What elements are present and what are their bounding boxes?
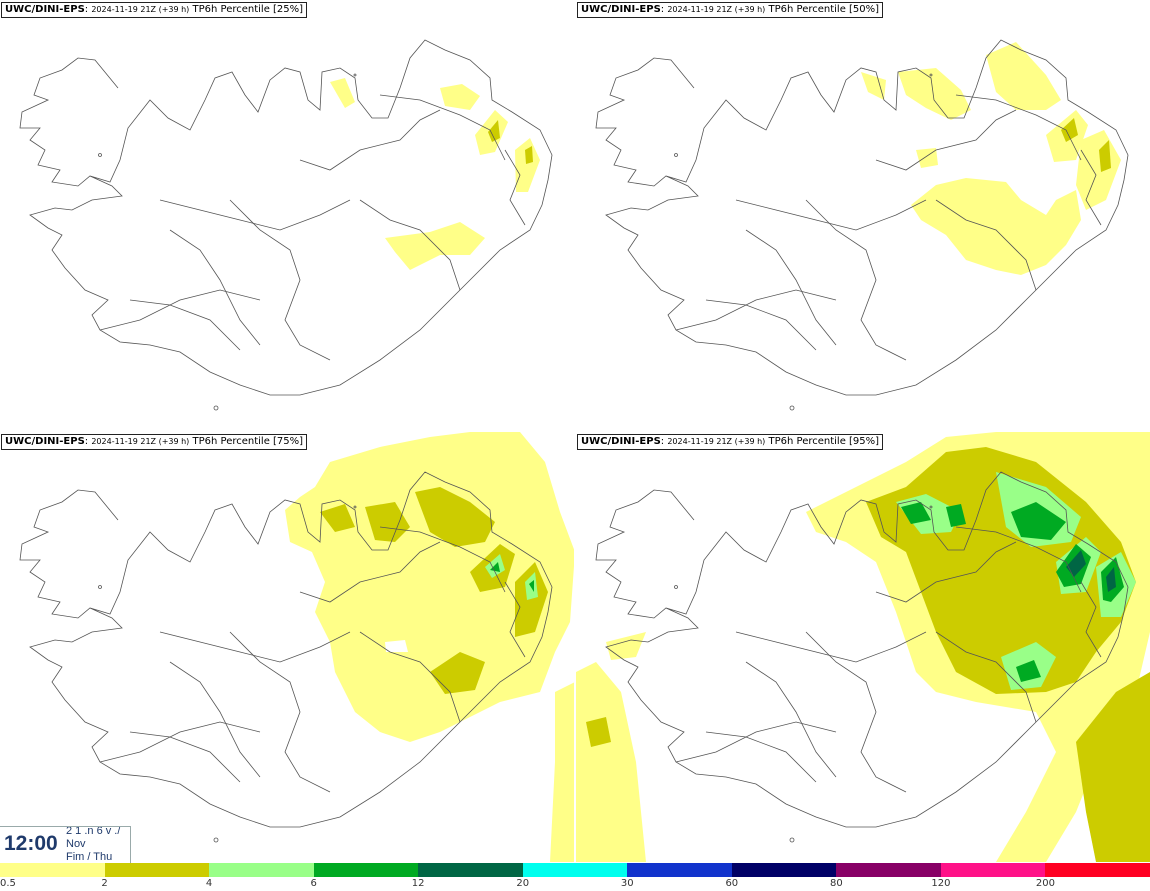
legend-swatch xyxy=(104,863,211,877)
panel-date: 2024-11-19 21Z (+39 h) xyxy=(91,437,190,446)
legend-tick-label: 12 xyxy=(411,878,425,889)
precip-field xyxy=(861,42,1121,275)
precip-area xyxy=(525,146,533,164)
precip-area xyxy=(606,632,646,660)
legend-tick-label: 4 xyxy=(205,878,213,889)
precip-area xyxy=(586,717,611,747)
legend-tick-label: 120 xyxy=(931,878,951,889)
legend-tick-label: 200 xyxy=(1035,878,1055,889)
precip-map xyxy=(576,432,1150,862)
precip-area xyxy=(488,120,500,142)
panel-date: 2024-11-19 21Z (+39 h) xyxy=(667,437,766,446)
precip-map xyxy=(595,39,1129,411)
precip-area xyxy=(529,580,534,592)
precip-area xyxy=(515,562,548,637)
color-legend: 0.5 2 4 6 12 20 30 60 80 120 200 xyxy=(0,863,1150,891)
precip-area xyxy=(986,42,1061,110)
precip-area xyxy=(861,72,886,100)
valid-time-day: Fim / Thu xyxy=(66,851,113,863)
legend-tick-label: 6 xyxy=(310,878,317,889)
precip-area xyxy=(490,562,500,572)
panel-product: TP6h Percentile [50%] xyxy=(768,4,880,15)
valid-time-month: Nov xyxy=(66,838,86,850)
precip-area xyxy=(1076,672,1150,862)
precip-area xyxy=(1106,567,1116,592)
precip-area xyxy=(365,502,410,542)
legend-swatch xyxy=(0,863,106,877)
precip-area xyxy=(896,494,961,534)
map-panel-p75: UWC/DINI-EPS: 2024-11-19 21Z (+39 h) TP6… xyxy=(0,432,574,862)
panel-date: 2024-11-19 21Z (+39 h) xyxy=(667,5,766,14)
panel-title: UWC/DINI-EPS: 2024-11-19 21Z (+39 h) TP6… xyxy=(1,2,308,18)
panel-product: TP6h Percentile [25%] xyxy=(192,4,304,15)
precip-field xyxy=(576,432,1150,862)
legend-swatch xyxy=(940,863,1047,877)
panel-source: UWC/DINI-EPS xyxy=(581,4,661,15)
precip-map xyxy=(19,432,574,862)
legend-tick-label: 30 xyxy=(620,878,634,889)
legend-swatch xyxy=(313,863,420,877)
precip-map xyxy=(19,39,553,411)
precip-area xyxy=(320,504,355,532)
valid-time-date-fragment: 2 1 .n 6 v ./ xyxy=(66,826,121,837)
precip-area xyxy=(1011,502,1066,540)
precip-area xyxy=(1076,130,1121,210)
precip-area xyxy=(1066,550,1086,577)
panel-source: UWC/DINI-EPS xyxy=(581,436,661,447)
legend-tick-label: 60 xyxy=(725,878,739,889)
legend-tick-label: 80 xyxy=(829,878,843,889)
legend-swatch xyxy=(209,863,315,877)
precip-area xyxy=(285,432,574,742)
legend-swatch xyxy=(627,863,733,877)
valid-time-box: 12:00 2 1 .n 6 v ./ Nov Fim / Thu xyxy=(0,826,131,863)
precip-area xyxy=(1016,660,1041,682)
map-panel-p50: UWC/DINI-EPS: 2024-11-19 21Z (+39 h) TP6… xyxy=(576,0,1150,430)
precip-area xyxy=(550,682,574,862)
precip-area xyxy=(1061,118,1078,142)
precip-area xyxy=(1099,140,1111,172)
legend-tick-label: 0.5 xyxy=(0,878,16,889)
panel-separator xyxy=(0,430,1150,432)
precip-area xyxy=(385,640,408,652)
panel-date: 2024-11-19 21Z (+39 h) xyxy=(91,5,190,14)
legend-tick-label: 20 xyxy=(516,878,530,889)
precip-area xyxy=(415,487,495,547)
legend-swatch xyxy=(731,863,838,877)
precip-area xyxy=(330,78,355,108)
legend-swatch xyxy=(1045,863,1150,877)
legend-swatch xyxy=(418,863,524,877)
legend-swatch xyxy=(522,863,629,877)
precip-area xyxy=(901,502,931,524)
precip-area xyxy=(515,138,540,192)
panel-source: UWC/DINI-EPS xyxy=(5,436,85,447)
panel-product: TP6h Percentile [75%] xyxy=(192,436,304,447)
map-panel-p25: UWC/DINI-EPS: 2024-11-19 21Z (+39 h) TP6… xyxy=(0,0,574,430)
map-panel-p95: UWC/DINI-EPS: 2024-11-19 21Z (+39 h) TP6… xyxy=(576,432,1150,862)
precip-area xyxy=(576,662,646,862)
panel-source: UWC/DINI-EPS xyxy=(5,4,85,15)
precip-area xyxy=(946,504,966,527)
precip-field xyxy=(330,78,540,270)
precip-area xyxy=(385,222,485,270)
legend-tick-label: 2 xyxy=(101,878,108,889)
panel-title: UWC/DINI-EPS: 2024-11-19 21Z (+39 h) TP6… xyxy=(577,434,884,450)
precip-area xyxy=(898,68,971,120)
precip-area xyxy=(430,652,485,694)
precip-area xyxy=(440,84,480,110)
panel-title: UWC/DINI-EPS: 2024-11-19 21Z (+39 h) TP6… xyxy=(1,434,308,450)
valid-time-clock: 12:00 xyxy=(4,832,58,855)
precip-area xyxy=(911,178,1081,275)
panel-title: UWC/DINI-EPS: 2024-11-19 21Z (+39 h) TP6… xyxy=(577,2,884,18)
legend-swatch xyxy=(836,863,942,877)
precip-field xyxy=(285,432,574,862)
panel-product: TP6h Percentile [95%] xyxy=(768,436,880,447)
precip-area xyxy=(916,148,938,168)
